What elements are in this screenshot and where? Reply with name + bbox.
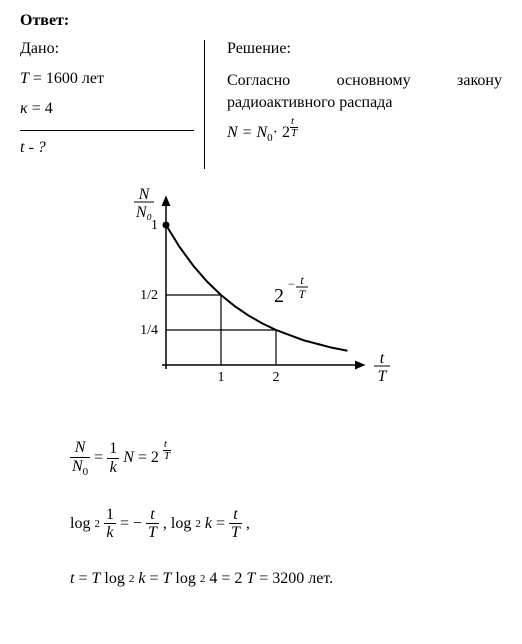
eq3-T: T (91, 570, 100, 588)
eq1-den: N0 (70, 458, 90, 478)
given-header: Дано: (20, 40, 194, 58)
word-1: Согласно (227, 72, 290, 90)
eq2-log2: log (171, 515, 191, 533)
eq2-T2: T (229, 524, 242, 542)
eq2-t: t (146, 506, 159, 525)
eq1-one: 1 (107, 440, 119, 459)
eq1-exp-T: T (163, 451, 171, 462)
eq1-N0: N (72, 458, 83, 475)
given-T: T = 1600 лет (20, 70, 194, 88)
svg-text:N: N (138, 186, 151, 203)
eq1-Nmid: N (123, 449, 134, 467)
main-formula: N = N0· 2tT (227, 124, 502, 147)
eq3-two: 2 (129, 573, 135, 585)
formula-dot2: · 2 (273, 124, 290, 141)
eq2-one: 1 (104, 506, 116, 525)
word-2: основному (337, 72, 411, 90)
given-k: κ = 4 (20, 100, 194, 118)
eq2-eq2: = (216, 515, 225, 533)
given-column: Дано: T = 1600 лет κ = 4 t - ? (20, 40, 205, 169)
equation-1: N N0 = 1 k N = 2tT (70, 439, 502, 478)
eq3-log: log (104, 570, 124, 588)
svg-text:2: 2 (274, 285, 284, 307)
eq2-two: 2 (94, 518, 100, 530)
solution-column: Решение: Согласно основному закону радио… (205, 40, 502, 169)
eq3-t: t (70, 570, 74, 588)
eq2-comma: , (163, 515, 167, 533)
given-find: t - ? (20, 139, 194, 157)
chart-container: 11/21/412NN₀tT2−tT (20, 185, 502, 415)
equations-block: N N0 = 1 k N = 2tT log2 1 k = − t T , lo… (70, 439, 502, 588)
svg-text:−: − (288, 277, 295, 291)
two-column-layout: Дано: T = 1600 лет κ = 4 t - ? Решение: … (20, 40, 502, 169)
T-value: = 1600 лет (29, 70, 104, 87)
decay-chart: 11/21/412NN₀tT2−tT (111, 185, 411, 415)
eq3-k: k (138, 570, 145, 588)
eq2-frac1k: 1 k (104, 506, 116, 542)
eq1-k: k (107, 459, 119, 477)
equation-2: log 2 1 k = − t T , log 2 k = t T , (70, 506, 502, 542)
given-divider (20, 130, 194, 131)
formula-exp: tT (290, 116, 298, 139)
eq1-exp: tT (163, 439, 171, 462)
svg-text:t: t (300, 273, 304, 287)
eq2-log: log (70, 515, 90, 533)
eq2-frac-tT: t T (146, 506, 159, 542)
svg-text:2: 2 (273, 370, 280, 385)
eq3-eq: = (78, 570, 87, 588)
svg-text:t: t (380, 350, 385, 367)
frac-1-k: 1 k (107, 440, 119, 476)
eq2-k: k (104, 524, 116, 542)
eq3-rest: = 3200 лет. (259, 570, 333, 588)
svg-text:1: 1 (218, 370, 225, 385)
solution-text-1: Согласно основному закону (227, 72, 502, 90)
eq1-zero: 0 (83, 466, 89, 478)
eq2-eq: = − (120, 515, 142, 533)
solution-text-2: радиоактивного распада (227, 94, 502, 112)
eq3-T3: T (246, 570, 255, 588)
eq2-frac-tT2: t T (229, 506, 242, 542)
svg-text:1/4: 1/4 (140, 323, 158, 338)
equation-3: t = T log2k = Tlog24 = 2T = 3200 лет. (70, 570, 502, 588)
exp-T: T (290, 128, 298, 139)
eq2-k2: k (205, 515, 212, 533)
eq2-T: T (146, 524, 159, 542)
eq3-four: 4 = 2 (209, 570, 242, 588)
eq3-log2: log (175, 570, 195, 588)
k-value: = 4 (28, 100, 53, 117)
svg-text:T: T (378, 368, 388, 385)
formula-N: N = N (227, 124, 267, 141)
var-T: T (20, 70, 29, 87)
eq3-eq2: = (149, 570, 158, 588)
eq3-T2: T (162, 570, 171, 588)
eq1-eq: = (94, 449, 103, 467)
svg-text:T: T (299, 287, 307, 301)
eq3-two2: 2 (200, 573, 206, 585)
frac-N-N0: N N0 (70, 439, 90, 478)
answer-label: Ответ: (20, 12, 502, 30)
svg-text:N₀: N₀ (135, 204, 152, 221)
eq2-comma2: , (246, 515, 250, 533)
solution-header: Решение: (227, 40, 502, 58)
word-3: закону (457, 72, 502, 90)
eq1-eq2: = 2 (138, 449, 159, 467)
eq1-num: N (70, 439, 90, 458)
eq2-two2: 2 (195, 518, 201, 530)
var-k: κ (20, 100, 28, 117)
svg-text:1/2: 1/2 (140, 288, 158, 303)
eq2-t2: t (229, 506, 242, 525)
